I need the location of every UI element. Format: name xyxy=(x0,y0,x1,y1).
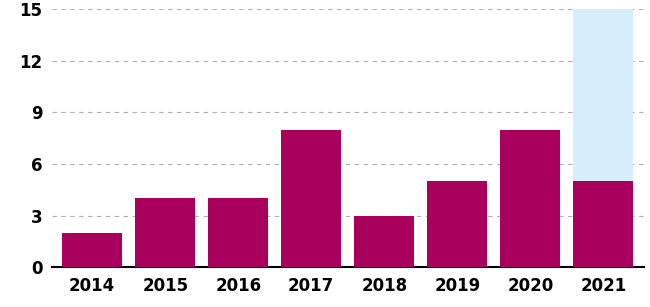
Bar xyxy=(281,130,341,267)
Bar xyxy=(427,181,488,267)
Bar xyxy=(135,198,195,267)
Bar xyxy=(500,130,560,267)
Bar xyxy=(354,216,414,267)
Bar xyxy=(208,198,268,267)
Bar xyxy=(62,233,122,267)
Bar xyxy=(573,9,633,267)
Bar xyxy=(573,181,633,267)
